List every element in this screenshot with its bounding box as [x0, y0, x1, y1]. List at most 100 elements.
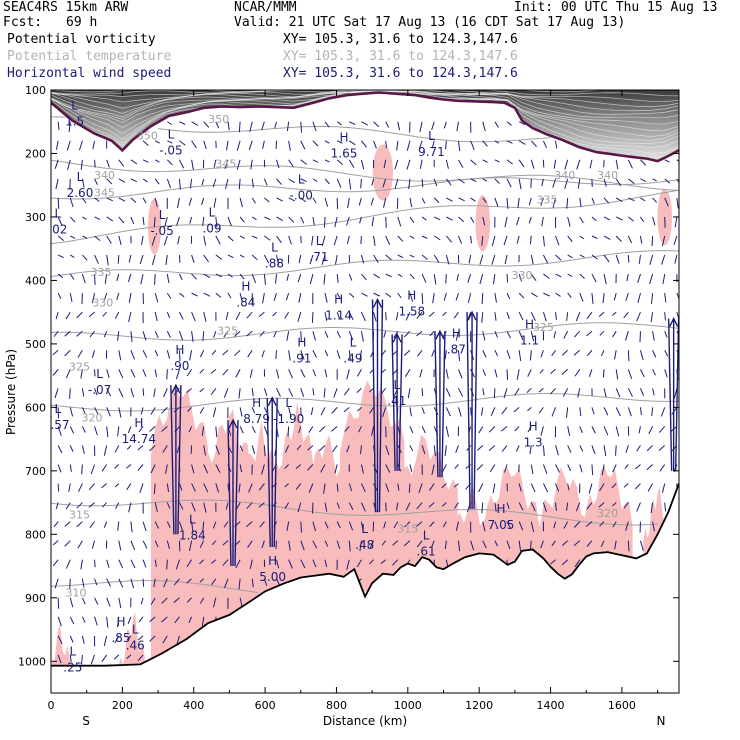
- wind-arrow: [57, 616, 62, 627]
- wind-arrow: [433, 445, 436, 457]
- wind-arrow: [261, 121, 265, 131]
- extremum-value: 8.79: [243, 412, 270, 426]
- wind-arrow: [336, 159, 343, 165]
- wind-arrow: [434, 216, 441, 221]
- pv-region: [372, 144, 393, 201]
- pv-region: [536, 467, 594, 579]
- wind-arrow: [320, 464, 326, 473]
- wind-arrow: [405, 311, 411, 321]
- wind-arrow: [360, 521, 364, 533]
- wind-arrow: [640, 178, 647, 183]
- wind-arrow: [648, 426, 654, 435]
- wind-arrow: [239, 216, 245, 223]
- wind-arrow: [288, 350, 291, 361]
- wind-arrow: [69, 578, 71, 590]
- wind-arrow: [409, 292, 414, 302]
- wind-arrow: [518, 273, 522, 282]
- strong-wind-arrow: [177, 385, 182, 535]
- wind-arrow: [637, 273, 641, 283]
- wind-arrow: [419, 159, 423, 169]
- wind-arrow: [419, 121, 423, 133]
- wind-arrow: [615, 407, 621, 417]
- wind-arrow: [555, 502, 557, 511]
- wind-arrow: [421, 216, 427, 221]
- wind-arrow: [54, 388, 59, 399]
- wind-arrow: [661, 483, 666, 493]
- wind-arrow: [52, 540, 59, 546]
- wind-arrow: [106, 178, 113, 185]
- extremum-value: .85: [111, 631, 130, 645]
- wind-arrow: [529, 235, 532, 245]
- wind-arrow: [118, 597, 122, 609]
- wind-arrow: [346, 235, 350, 245]
- wind-arrow: [530, 159, 535, 169]
- wind-arrow: [615, 178, 622, 187]
- wind-arrow: [441, 502, 447, 507]
- y-tick-label: 900: [25, 592, 46, 605]
- wind-arrow: [258, 311, 265, 318]
- wind-arrow: [455, 521, 459, 531]
- wind-arrow: [615, 197, 623, 203]
- wind-arrow: [406, 140, 411, 151]
- wind-arrow: [300, 350, 305, 360]
- wind-arrow: [482, 178, 488, 182]
- wind-arrow: [421, 388, 424, 397]
- wind-arrow: [603, 445, 607, 457]
- wind-arrow: [373, 292, 381, 297]
- wind-arrow: [199, 578, 205, 583]
- wind-arrow: [409, 216, 415, 223]
- y-tick-label: 200: [25, 147, 46, 160]
- wind-arrow: [335, 254, 338, 265]
- wind-arrow: [151, 254, 156, 266]
- wind-arrow: [674, 254, 678, 264]
- wind-arrow: [142, 178, 148, 183]
- wind-arrow: [637, 292, 641, 303]
- wind-arrow: [406, 159, 411, 170]
- wind-arrow: [454, 483, 459, 488]
- wind-arrow: [166, 350, 171, 359]
- wind-arrow: [153, 578, 156, 588]
- wind-arrow: [640, 159, 647, 166]
- wind-arrow: [286, 331, 290, 341]
- wind-arrow: [213, 331, 217, 338]
- wind-arrow: [433, 235, 441, 241]
- wind-arrow: [615, 254, 620, 264]
- wind-arrow: [117, 331, 120, 341]
- wind-arrow: [165, 254, 168, 265]
- wind-arrow: [312, 369, 317, 377]
- wind-arrow: [346, 445, 350, 453]
- wind-arrow: [165, 464, 168, 474]
- wind-arrow: [588, 483, 593, 494]
- wind-arrow: [210, 388, 217, 395]
- wind-arrow: [518, 521, 524, 531]
- wind-arrow: [591, 216, 597, 222]
- wind-arrow: [288, 388, 294, 398]
- wind-arrow: [224, 578, 229, 589]
- wind-arrow: [309, 254, 314, 265]
- y-tick-label: 800: [25, 528, 46, 541]
- wind-arrow: [615, 216, 623, 221]
- wind-arrow: [82, 216, 87, 220]
- wind-arrow: [276, 559, 280, 569]
- forecast-label: Fcst:: [3, 15, 43, 30]
- wind-arrow: [336, 350, 341, 359]
- wind-arrow: [178, 178, 181, 190]
- wind-arrow: [555, 483, 560, 492]
- wind-arrow: [251, 254, 258, 261]
- wind-arrow: [575, 311, 581, 322]
- wind-arrow: [445, 274, 447, 284]
- extremum-kind: H: [175, 343, 184, 357]
- pv-region: [118, 612, 148, 666]
- wind-arrow: [506, 311, 510, 320]
- wind-arrow: [361, 140, 367, 148]
- theta-label: 315: [69, 508, 90, 521]
- wind-arrow: [407, 388, 411, 399]
- wind-arrow: [676, 197, 679, 209]
- wind-arrow: [603, 235, 611, 240]
- wind-arrow: [346, 369, 350, 380]
- wind-arrow: [318, 445, 326, 452]
- y-tick-label: 400: [25, 274, 46, 287]
- wind-arrow: [346, 559, 350, 570]
- wind-arrow: [248, 483, 253, 493]
- wind-arrow: [178, 521, 183, 531]
